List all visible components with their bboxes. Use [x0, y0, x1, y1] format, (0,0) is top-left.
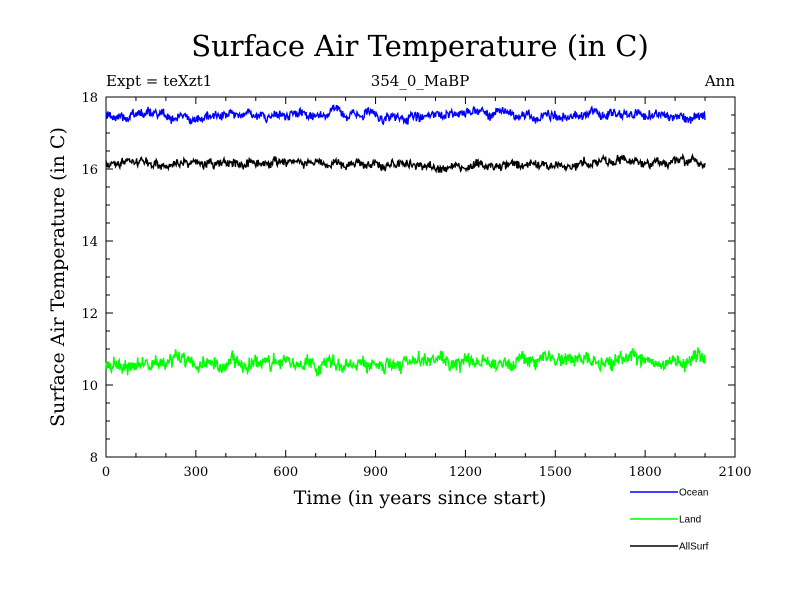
chart-title: Surface Air Temperature (in C)	[191, 29, 649, 63]
series-line-land	[105, 347, 706, 378]
y-tick-label: 12	[81, 307, 98, 322]
x-tick-label: 1200	[449, 465, 482, 480]
y-axis-label: Surface Air Temperature (in C)	[47, 127, 69, 427]
subtitle-right: Ann	[704, 72, 735, 90]
legend-label-allsurf: AllSurf	[679, 542, 709, 553]
x-tick-label: 0	[102, 465, 110, 480]
x-tick-label: 2100	[718, 465, 751, 480]
x-axis-label: Time (in years since start)	[294, 487, 547, 509]
x-tick-label: 900	[363, 465, 388, 480]
x-tick-label: 1500	[539, 465, 572, 480]
y-tick-label: 8	[90, 451, 98, 466]
x-tick-label: 1800	[629, 465, 662, 480]
y-tick-label: 16	[81, 163, 98, 178]
legend-label-ocean: Ocean	[679, 488, 708, 499]
y-tick-label: 18	[81, 91, 98, 106]
plot-frame	[105, 96, 736, 458]
y-tick-label: 10	[81, 379, 98, 394]
axis-ticks: 0 300 600 900 1200 1500 1800 2100 8 10 12 14 16 18	[81, 91, 751, 480]
series-line-ocean	[105, 104, 706, 126]
legend-label-land: Land	[679, 515, 701, 526]
x-tick-label: 600	[273, 465, 298, 480]
x-tick-label: 300	[183, 465, 208, 480]
series-line-allsurf	[105, 152, 706, 174]
y-tick-label: 14	[81, 235, 98, 250]
legend: Ocean Land AllSurf	[630, 488, 709, 553]
subtitle-center: 354_0_MaBP	[371, 72, 470, 90]
subtitle-left: Expt = teXzt1	[106, 72, 212, 90]
series-lines	[105, 104, 706, 378]
